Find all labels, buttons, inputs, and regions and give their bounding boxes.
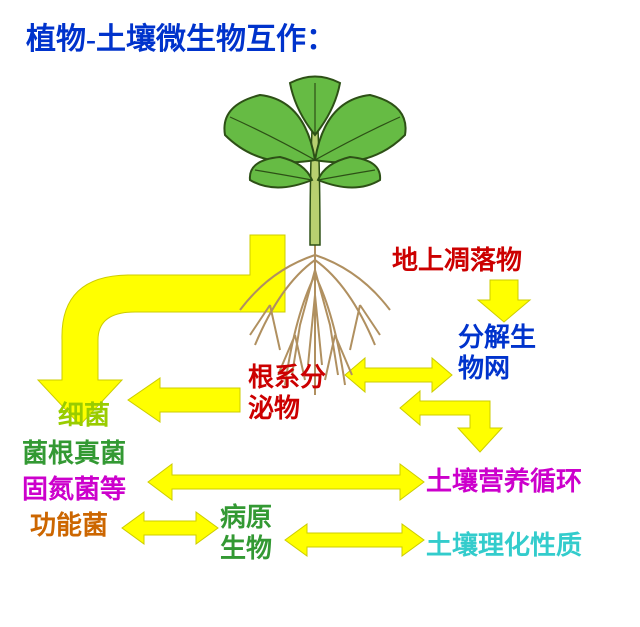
label-physchem: 土壤理化性质 bbox=[426, 530, 582, 561]
label-litter: 地上凋落物 bbox=[392, 245, 522, 276]
label-bacteria: 细菌 bbox=[58, 400, 110, 431]
arrow-exudate-decomp bbox=[345, 358, 452, 392]
arrow-litter-to-decomp bbox=[478, 280, 530, 322]
arrow-decomp-nutrient bbox=[400, 391, 502, 452]
arrow-microbes-nutrient bbox=[148, 464, 424, 500]
arrow-func-pathogen bbox=[122, 512, 218, 544]
label-nfix: 固氮菌等 bbox=[22, 474, 126, 505]
label-nutrient: 土壤营养循环 bbox=[426, 466, 582, 497]
diagram-title: 植物-土壤微生物互作： bbox=[26, 14, 336, 58]
label-func: 功能菌 bbox=[30, 510, 108, 541]
label-pathogen: 病原 生物 bbox=[220, 502, 272, 564]
arrow-exudate-to-bacteria bbox=[128, 378, 240, 422]
label-decomp: 分解生 物网 bbox=[458, 322, 536, 384]
arrow-pathogen-physchem bbox=[285, 524, 424, 556]
label-mycor: 菌根真菌 bbox=[22, 438, 126, 469]
label-exudate: 根系分 泌物 bbox=[248, 362, 326, 424]
